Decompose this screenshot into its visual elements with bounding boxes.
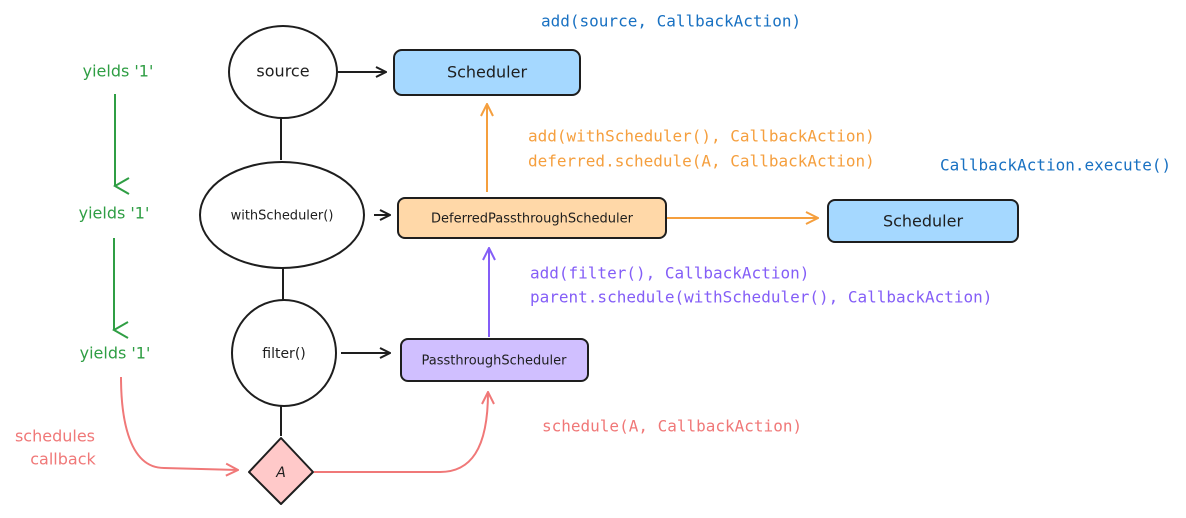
scheduler-box-right-label: Scheduler (883, 212, 964, 231)
action-node-label: A (275, 465, 286, 481)
filter-node-label: filter() (262, 346, 306, 362)
action-node: A (248, 437, 314, 505)
deferred-scheduler-box: DeferredPassthroughScheduler (397, 197, 667, 239)
schedule-a-note: schedule(A, CallbackAction) (542, 417, 802, 436)
add-filter-note: add(filter(), CallbackAction) (530, 264, 809, 283)
scheduler-box-top-label: Scheduler (447, 63, 528, 82)
deferred-scheduler-box-label: DeferredPassthroughScheduler (431, 212, 634, 227)
arrow-action-to-passthrough (314, 392, 488, 473)
add-with-scheduler-note: add(withScheduler(), CallbackAction) (528, 127, 875, 146)
scheduler-box-top: Scheduler (393, 49, 581, 96)
passthrough-scheduler-box-label: PassthroughScheduler (422, 354, 568, 369)
schedules-callback-label-line1: schedules (15, 427, 95, 446)
filter-node: filter() (231, 299, 337, 407)
schedules-callback-label-line2: callback (30, 450, 96, 469)
parent-schedule-note: parent.schedule(withScheduler(), Callbac… (530, 288, 992, 307)
with-scheduler-node-label: withScheduler() (231, 209, 334, 224)
arrow-schedules-callback-to-action (120, 376, 238, 470)
passthrough-scheduler-box: PassthroughScheduler (400, 338, 589, 382)
add-source-note: add(source, CallbackAction) (541, 12, 801, 31)
scheduler-box-right: Scheduler (827, 199, 1019, 243)
source-node-label: source (256, 62, 309, 81)
source-node: source (228, 25, 338, 119)
callback-execute-note: CallbackAction.execute() (940, 156, 1171, 175)
yields-label-1: yields '1' (83, 62, 154, 81)
with-scheduler-node: withScheduler() (199, 161, 365, 269)
yields-label-3: yields '1' (80, 344, 151, 363)
yields-label-2: yields '1' (79, 204, 150, 223)
deferred-schedule-note: deferred.schedule(A, CallbackAction) (528, 152, 875, 171)
